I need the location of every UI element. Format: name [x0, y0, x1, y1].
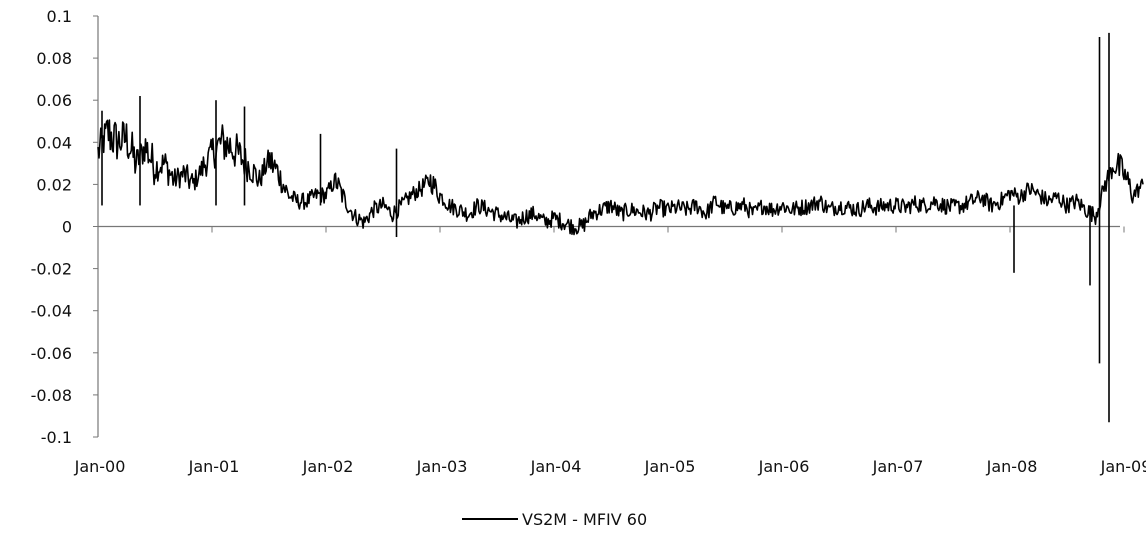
y-tick-label: -0.1 — [41, 428, 72, 447]
y-tick-label: -0.04 — [31, 302, 72, 321]
x-tick-label: Jan-07 — [872, 457, 924, 476]
y-tick-label: -0.02 — [31, 260, 72, 279]
x-tick-label: Jan-02 — [302, 457, 354, 476]
y-tick-label: 0.06 — [36, 91, 72, 110]
y-tick-label: 0.08 — [36, 49, 72, 68]
y-tick-label: -0.06 — [31, 344, 72, 363]
series-line — [97, 119, 1144, 236]
x-tick-label: Jan-03 — [416, 457, 468, 476]
x-tick-label: Jan-09 — [1100, 457, 1146, 476]
axes — [93, 15, 1125, 438]
y-tick-label: 0.02 — [36, 175, 72, 194]
x-tick-label: Jan-06 — [758, 457, 810, 476]
x-tick-labels: Jan-00 Jan-01 Jan-02 Jan-03 Jan-04 Jan-05 Jan-… — [74, 457, 1146, 476]
y-tick-labels: 0.1 0.08 0.06 0.04 0.02 0 -0.02 -0.04 -0.06 -0.08… — [31, 7, 72, 447]
y-tick-label: 0.04 — [36, 133, 72, 152]
x-tick-label: Jan-01 — [188, 457, 240, 476]
x-tick-label: Jan-00 — [74, 457, 126, 476]
x-tick-label: Jan-05 — [644, 457, 696, 476]
y-tick-label: 0 — [62, 218, 72, 237]
y-tick-label: 0.1 — [47, 7, 72, 26]
legend-entry-label: VS2M - MFIV 60 — [522, 510, 647, 529]
y-tick-label: -0.08 — [31, 386, 72, 405]
legend: VS2M - MFIV 60 — [462, 510, 647, 529]
series-layer — [97, 32, 1144, 423]
x-tick-label: Jan-08 — [986, 457, 1038, 476]
x-tick-label: Jan-04 — [530, 457, 582, 476]
